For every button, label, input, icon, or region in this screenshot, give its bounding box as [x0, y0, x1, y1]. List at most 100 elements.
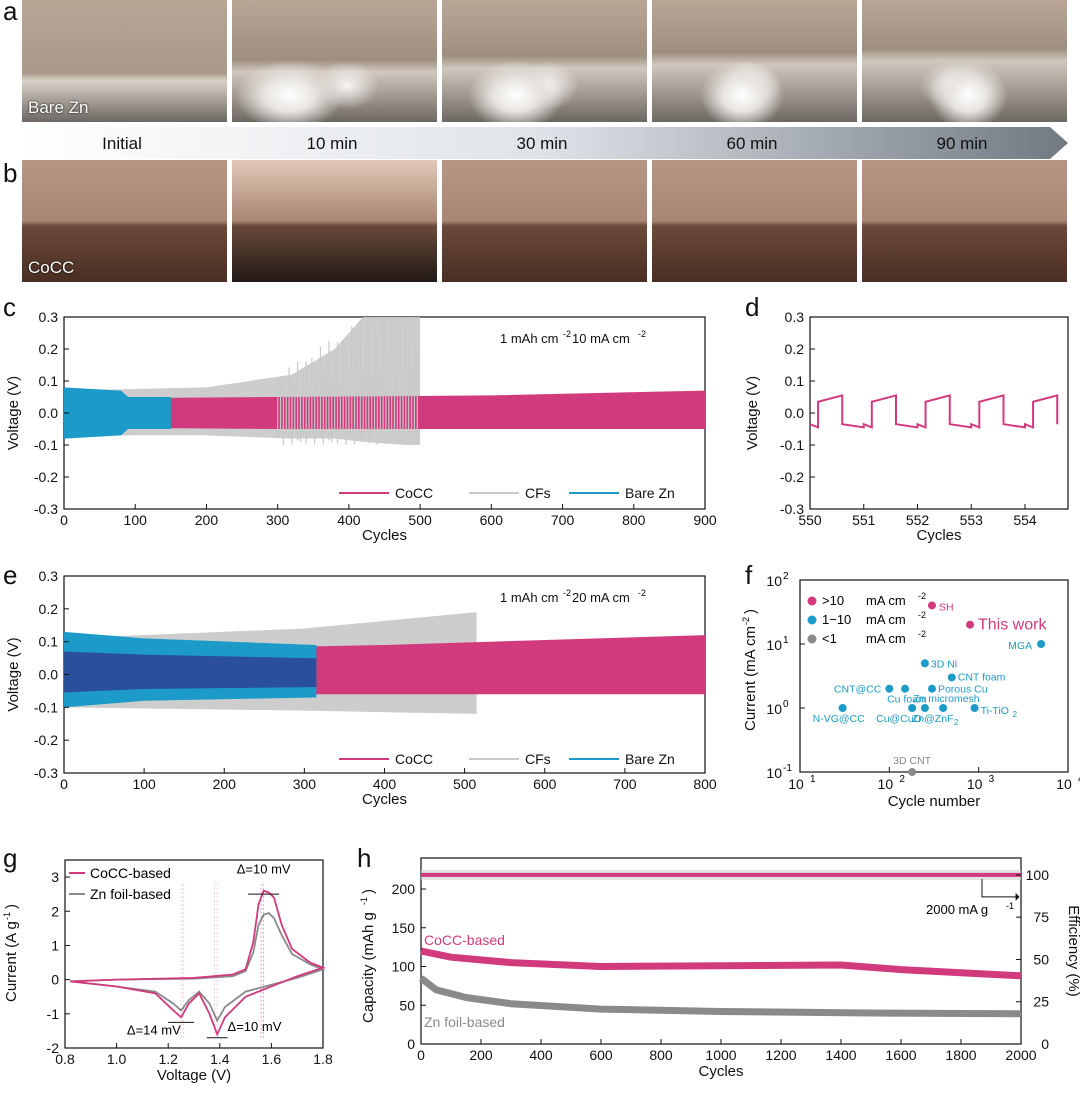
legend-label: Bare Zn [625, 485, 675, 501]
time-label: 30 min [516, 134, 567, 153]
data-point [901, 684, 910, 693]
y-tick-label: 0 [51, 972, 59, 988]
condition-text-c: 20 mA cm [572, 590, 630, 605]
x-tick-base: 10 [1056, 776, 1072, 792]
y-axis-title-sup: -1 [359, 897, 369, 905]
y2-tick-label: 75 [1033, 909, 1049, 925]
x-tick-exp: 2 [899, 774, 905, 785]
x-tick-label: 300 [266, 512, 290, 528]
point-label: Cu foam [887, 694, 927, 706]
point-label-sub: 2 [1013, 710, 1018, 719]
y-tick-base: 10 [766, 701, 782, 717]
y-tick-label: 0.1 [39, 373, 59, 389]
point-label: This work [978, 617, 1047, 634]
y-tick-exp: 1 [783, 635, 789, 646]
y-axis-title: Capacity (mAh g [360, 912, 377, 1023]
x-tick-label: 1400 [825, 1047, 856, 1063]
x-tick-label: 700 [551, 512, 575, 528]
x-tick-base: 10 [878, 776, 894, 792]
time-label: Initial [102, 134, 142, 153]
y-tick-exp: 0 [783, 699, 789, 710]
x-tick-label: 1000 [705, 1047, 736, 1063]
rate-text: 2000 mA g [926, 902, 988, 917]
panel-label-c: c [3, 292, 16, 322]
time-label: 10 min [306, 134, 357, 153]
y-tick-label: 0.2 [39, 601, 59, 617]
legend-label: CFs [525, 751, 551, 767]
x-axis-title: Cycle number [888, 793, 981, 810]
y-tick-label: -0.1 [34, 437, 58, 453]
condition-text-d: -2 [638, 588, 646, 598]
time-arrow: Initial 10 min 30 min 60 min 90 min [20, 127, 1068, 159]
series-line-zn-foil [70, 911, 326, 1023]
y-tick-base: 10 [766, 637, 782, 653]
photo-tag: Bare Zn [28, 98, 89, 117]
y-tick-label: 150 [392, 920, 416, 936]
condition-text-b: -2 [563, 588, 571, 598]
x-tick-label: 1.6 [262, 1051, 282, 1067]
x-tick-label: 400 [373, 776, 397, 792]
y2-tick-label: 25 [1033, 994, 1049, 1010]
photo-tag: CoCC [28, 258, 75, 277]
x-tick-base: 10 [967, 776, 983, 792]
x-tick-label: 1.0 [107, 1051, 127, 1067]
photo-photos-a-2 [442, 0, 647, 122]
legend-unit-sup: -2 [918, 591, 926, 601]
x-tick-label: 1600 [885, 1047, 916, 1063]
legend-unit-sup: -2 [918, 629, 926, 639]
data-point [908, 768, 917, 776]
x-tick-label: 200 [213, 776, 237, 792]
series-line-cocc [809, 394, 1059, 429]
y-tick-label: -0.3 [780, 501, 804, 517]
photo-photos-a-4 [862, 0, 1067, 122]
data-point [838, 704, 847, 712]
y-tick-label: -0.1 [780, 437, 804, 453]
chart-g-cv-curves: 0.8 1.0 1.2 1.4 1.6 1.8 -2 -1 0 1 2 3 Voltage (V) Cur… [2, 859, 333, 1084]
x-tick-label: 0 [60, 776, 68, 792]
y-tick-label: 0.3 [39, 309, 59, 325]
rate-text-sup: -1 [1006, 901, 1014, 911]
y-tick-label: -0.3 [34, 765, 58, 781]
y-tick-label: -0.2 [34, 732, 58, 748]
x-axis-title: Voltage (V) [157, 1067, 231, 1084]
y-axis-title: Current (mA cm [742, 626, 759, 731]
y-tick-label: 0.3 [785, 309, 805, 325]
series-label-cocc: CoCC-based [424, 932, 505, 948]
x-axis-title: Cycles [916, 527, 961, 544]
x-tick-label: 1800 [945, 1047, 976, 1063]
x-tick-exp: 3 [989, 774, 995, 785]
condition-text-a: 1 mAh cm [500, 331, 559, 346]
y2-tick-label: 0 [1041, 1036, 1049, 1052]
x-tick-label: 100 [124, 512, 148, 528]
plot-frame [809, 316, 1069, 510]
y-tick-label: -0.3 [34, 501, 58, 517]
series-label-zn-foil: Zn foil-based [424, 1014, 505, 1030]
x-tick-label: 550 [798, 512, 822, 528]
point-label: SH [939, 601, 954, 613]
photo-photos-a-3 [652, 0, 857, 122]
data-point [966, 620, 975, 629]
panel-label-g: g [3, 843, 18, 873]
legend-range: 1−10 [822, 612, 851, 627]
y2-axis-title: Efficiency (%) [1065, 905, 1080, 996]
photo-photos-a-0: Bare Zn [22, 0, 227, 122]
y-tick-label: 3 [51, 869, 59, 885]
x-tick-label: 2000 [1005, 1047, 1036, 1063]
y-tick-label: 0.1 [785, 373, 805, 389]
legend-unit: mA cm [866, 612, 906, 627]
annotation-delta-cathodic-1: Δ=14 mV [127, 1022, 181, 1037]
x-tick-label: 1.2 [158, 1051, 178, 1067]
x-tick-base: 10 [788, 776, 804, 792]
x-tick-label: 1200 [765, 1047, 796, 1063]
data-point [939, 704, 948, 712]
time-label: 60 min [726, 134, 777, 153]
x-tick-exp: 4 [1078, 774, 1080, 785]
y-tick-label: -0.2 [34, 469, 58, 485]
y-tick-exp: -1 [783, 763, 792, 774]
y-tick-label: 200 [392, 881, 416, 897]
panel-label-f: f [745, 560, 753, 590]
condition-text-d: -2 [638, 329, 646, 339]
x-tick-label: 800 [649, 1047, 673, 1063]
photo-photos-b-2 [442, 160, 647, 282]
